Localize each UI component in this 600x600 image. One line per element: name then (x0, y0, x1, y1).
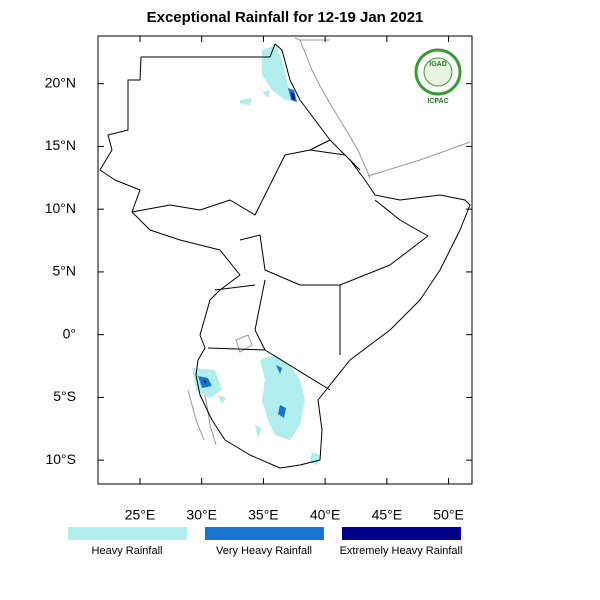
legend-swatch (68, 527, 187, 540)
country-borders (131, 139, 429, 391)
heavy-patch (192, 355, 320, 465)
y-tick-label: 5°N (53, 263, 77, 279)
legend-label: Extremely Heavy Rainfall (340, 545, 463, 557)
map-area: IGAD ICPAC (97, 35, 473, 485)
region-outline (99, 43, 471, 469)
x-tick-label: 25°E (125, 507, 156, 523)
y-tick-label: 20°N (45, 74, 76, 90)
logo-caption: ICPAC (427, 98, 448, 105)
legend: Heavy Rainfall Very Heavy Rainfall Extreme… (68, 527, 462, 557)
x-tick-label: 40°E (310, 507, 341, 523)
rainfall-patches (192, 45, 320, 465)
very-heavy-patch (198, 88, 297, 418)
x-tick-label: 50°E (433, 507, 464, 523)
y-tick-label: 0° (63, 325, 76, 341)
legend-label: Very Heavy Rainfall (216, 545, 312, 557)
y-tick-label: 10°S (45, 451, 76, 467)
x-tick-label: 30°E (186, 507, 217, 523)
legend-swatch (205, 527, 324, 540)
x-tick-label: 35°E (248, 507, 279, 523)
map-title: Exceptional Rainfall for 12-19 Jan 2021 (147, 9, 424, 26)
logo-center (423, 57, 453, 87)
map-frame (97, 35, 473, 485)
y-tick-label: 10°N (45, 200, 76, 216)
logo-name: IGAD (429, 61, 447, 68)
outside-borders (294, 37, 471, 179)
y-tick-label: 5°S (53, 388, 76, 404)
axis-ticks: 25°E 30°E 35°E 40°E 45°E 50°E 20°N 15°N 10°N 5°N 0… (45, 36, 472, 523)
legend-label: Heavy Rainfall (92, 545, 163, 557)
y-tick-label: 15°N (45, 137, 76, 153)
legend-swatch (342, 527, 461, 540)
heavy-patch (240, 45, 296, 105)
logo: IGAD ICPAC (414, 48, 462, 105)
x-tick-label: 45°E (372, 507, 403, 523)
